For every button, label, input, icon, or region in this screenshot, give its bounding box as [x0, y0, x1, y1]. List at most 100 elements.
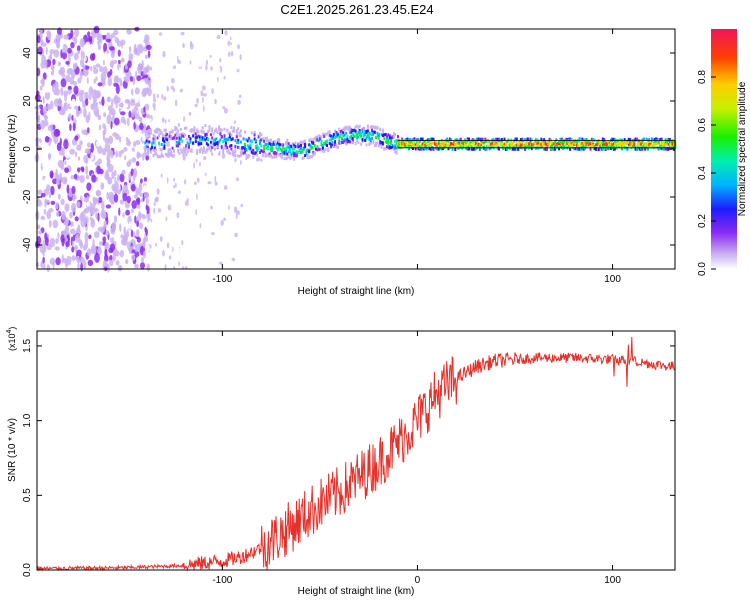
- heatmap-noise-cell: [131, 147, 135, 152]
- heatmap-noise-cell: [200, 50, 205, 56]
- heatmap-noise-cell: [194, 103, 198, 108]
- heatmap-noise-cell: [107, 177, 113, 185]
- heatmap-ridge-cell: [351, 129, 354, 132]
- heatmap-ridge-cell: [220, 135, 223, 138]
- heatmap-noise-cell: [178, 261, 181, 267]
- heatmap-ridge-cell: [261, 137, 264, 141]
- heatmap-noise-cell: [89, 53, 95, 61]
- heatmap-noise-cell: [92, 238, 95, 249]
- heatmap-ridge-cell: [525, 138, 528, 142]
- heatmap-ridge-cell: [189, 149, 192, 153]
- heatmap-ridge-cell: [641, 145, 644, 149]
- heatmap-ridge-cell: [487, 144, 490, 148]
- heatmap-noise-cell: [119, 173, 125, 183]
- heatmap-ridge-cell: [358, 132, 361, 136]
- heatmap-ridge-cell: [563, 145, 566, 149]
- heatmap-ridge-cell: [224, 141, 227, 145]
- spectrogram-x-tick-label: -100: [212, 274, 232, 285]
- heatmap-ridge-cell: [663, 147, 666, 151]
- heatmap-noise-cell: [87, 259, 94, 267]
- heatmap-ridge-cell: [178, 142, 181, 146]
- heatmap-ridge-cell: [163, 141, 166, 145]
- heatmap-ridge-cell: [640, 142, 643, 146]
- heatmap-ridge-cell: [428, 138, 431, 142]
- heatmap-ridge-cell: [283, 151, 286, 155]
- heatmap-ridge-cell: [368, 133, 371, 137]
- heatmap-ridge-cell: [212, 142, 215, 146]
- heatmap-ridge-cell: [286, 141, 289, 145]
- heatmap-ridge-cell: [391, 135, 394, 139]
- heatmap-ridge-cell: [275, 146, 278, 150]
- heatmap-ridge-cell: [521, 141, 524, 145]
- heatmap-ridge-cell: [308, 143, 311, 147]
- heatmap-ridge-cell: [630, 142, 633, 146]
- heatmap-ridge-cell: [573, 139, 576, 143]
- heatmap-noise-cell: [121, 42, 123, 49]
- heatmap-ridge-cell: [323, 142, 326, 146]
- heatmap-ridge-cell: [610, 142, 612, 146]
- heatmap-ridge-cell: [493, 142, 496, 146]
- heatmap-ridge-cell: [222, 151, 225, 155]
- heatmap-ridge-cell: [361, 130, 364, 134]
- heatmap-noise-cell: [83, 108, 87, 118]
- heatmap-ridge-cell: [260, 144, 263, 148]
- heatmap-noise-cell: [174, 99, 178, 107]
- heatmap-noise-cell: [71, 202, 77, 213]
- heatmap-ridge-cell: [362, 134, 365, 138]
- heatmap-ridge-cell: [279, 154, 282, 158]
- heatmap-ridge-cell: [666, 140, 668, 144]
- heatmap-ridge-cell: [339, 130, 342, 133]
- heatmap-ridge-cell: [641, 140, 644, 144]
- heatmap-ridge-cell: [267, 153, 270, 157]
- heatmap-ridge-cell: [166, 154, 169, 157]
- heatmap-noise-cell: [153, 202, 156, 206]
- heatmap-ridge-cell: [265, 146, 268, 150]
- heatmap-ridge-cell: [148, 140, 151, 144]
- heatmap-ridge-cell: [558, 147, 561, 151]
- heatmap-ridge-cell: [245, 156, 248, 160]
- heatmap-ridge-cell: [648, 138, 651, 142]
- heatmap-ridge-cell: [351, 136, 354, 140]
- heatmap-noise-cell: [218, 163, 221, 167]
- heatmap-ridge-cell: [343, 133, 346, 137]
- heatmap-noise-cell: [106, 96, 111, 103]
- heatmap-ridge-cell: [562, 145, 565, 149]
- heatmap-noise-cell: [211, 87, 214, 95]
- heatmap-ridge-cell: [645, 137, 648, 141]
- heatmap-ridge-cell: [173, 149, 175, 153]
- heatmap-noise-cell: [56, 211, 60, 217]
- heatmap-noise-cell: [205, 96, 208, 103]
- heatmap-ridge-cell: [149, 150, 152, 154]
- heatmap-ridge-cell: [209, 144, 212, 148]
- heatmap-ridge-cell: [186, 150, 189, 154]
- heatmap-noise-cell: [166, 141, 171, 148]
- heatmap-ridge-cell: [313, 137, 316, 141]
- heatmap-ridge-cell: [469, 140, 472, 144]
- heatmap-ridge-cell: [663, 141, 666, 145]
- heatmap-ridge-cell: [249, 146, 252, 150]
- heatmap-ridge-cell: [376, 134, 379, 138]
- heatmap-ridge-cell: [149, 131, 152, 135]
- heatmap-noise-cell: [110, 121, 113, 130]
- heatmap-ridge-cell: [670, 145, 673, 149]
- heatmap-ridge-cell: [384, 140, 387, 144]
- heatmap-ridge-cell: [212, 139, 215, 143]
- heatmap-noise-cell: [60, 198, 65, 206]
- heatmap-noise-cell: [88, 111, 91, 121]
- heatmap-ridge-cell: [349, 135, 352, 139]
- heatmap-noise-cell: [182, 43, 185, 48]
- heatmap-ridge-cell: [524, 148, 526, 151]
- heatmap-noise-cell: [220, 168, 224, 175]
- heatmap-ridge-cell: [276, 148, 279, 151]
- heatmap-noise-cell: [58, 69, 64, 76]
- heatmap-noise-cell: [118, 136, 122, 143]
- heatmap-ridge-cell: [478, 144, 481, 148]
- heatmap-ridge-cell: [575, 140, 578, 144]
- heatmap-ridge-cell: [524, 144, 526, 148]
- heatmap-ridge-cell: [287, 145, 290, 149]
- heatmap-ridge-cell: [248, 146, 251, 150]
- heatmap-ridge-cell: [328, 138, 331, 142]
- heatmap-ridge-cell: [629, 142, 632, 146]
- heatmap-ridge-cell: [286, 152, 289, 156]
- heatmap-ridge-cell: [608, 143, 611, 147]
